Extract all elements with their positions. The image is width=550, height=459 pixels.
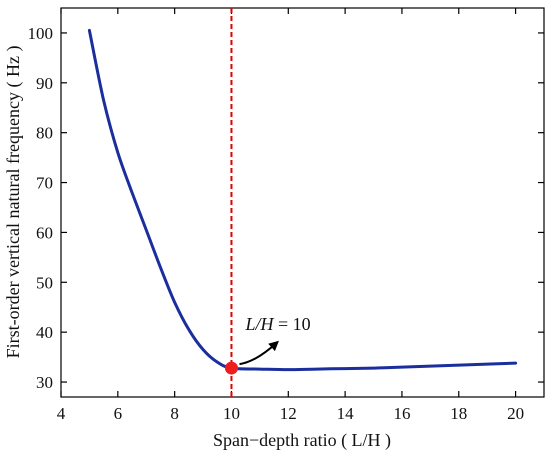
y-tick-label-70: 70	[36, 174, 53, 193]
x-tick-label-10: 10	[223, 404, 240, 423]
ticks	[60, 8, 544, 397]
x-tick-label-16: 16	[393, 404, 410, 423]
annotation-label: L/H = 10	[244, 314, 310, 334]
x-tick-label-8: 8	[170, 404, 179, 423]
y-tick-label-80: 80	[36, 124, 53, 143]
y-tick-label-90: 90	[36, 74, 53, 93]
annotation-arrow	[239, 340, 279, 366]
x-tick-label-14: 14	[337, 404, 355, 423]
x-tick-label-12: 12	[280, 404, 297, 423]
y-tick-label-40: 40	[36, 323, 53, 342]
x-tick-label-6: 6	[114, 404, 123, 423]
x-axis-title: Span−depth ratio ( L/H )	[213, 430, 391, 451]
y-tick-label-50: 50	[36, 273, 53, 292]
x-tick-label-18: 18	[450, 404, 467, 423]
y-tick-label-60: 60	[36, 223, 53, 242]
x-tick-label-20: 20	[507, 404, 524, 423]
y-tick-label-30: 30	[36, 373, 53, 392]
annotation-label-italic: L/H	[244, 314, 274, 334]
x-tick-label-4: 4	[57, 404, 66, 423]
tick-labels: 4 6 8 10 12 14 16 18 20 30 40 50 60 70 80 90 100	[28, 24, 525, 423]
highlight-point	[224, 361, 238, 375]
plot-frame	[60, 7, 545, 398]
y-tick-label-100: 100	[28, 24, 54, 43]
annotation-label-rest: = 10	[273, 314, 310, 334]
y-axis-title: First-order vertical natural frequency (…	[3, 46, 24, 359]
